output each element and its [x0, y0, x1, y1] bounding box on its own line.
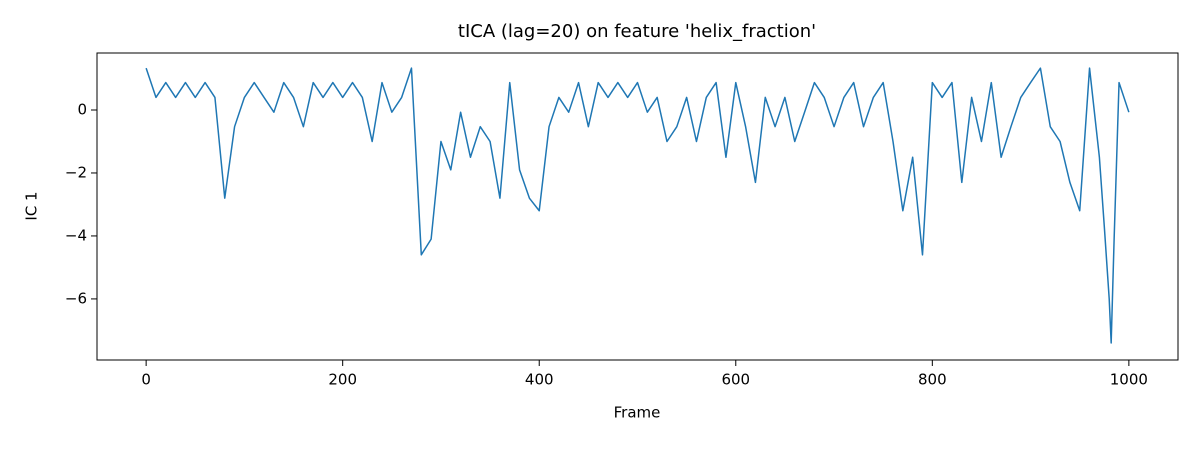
x-tick-label: 1000: [1110, 371, 1148, 389]
x-tick-label: 200: [328, 371, 357, 389]
x-tick-label: 800: [918, 371, 947, 389]
x-axis-label: Frame: [614, 404, 661, 422]
y-tick-label: −4: [65, 226, 87, 244]
x-tick-label: 0: [141, 371, 151, 389]
y-axis-label: IC 1: [23, 191, 41, 220]
y-tick-label: −2: [65, 163, 87, 181]
plot-frame: [96, 52, 1179, 361]
series-line: [145, 67, 1130, 344]
x-tick-label: 400: [525, 371, 554, 389]
x-tick-label: 600: [721, 371, 750, 389]
chart-title: tICA (lag=20) on feature 'helix_fraction…: [458, 21, 816, 42]
y-tick-label: 0: [77, 100, 87, 118]
y-tick-label: −6: [65, 289, 87, 307]
